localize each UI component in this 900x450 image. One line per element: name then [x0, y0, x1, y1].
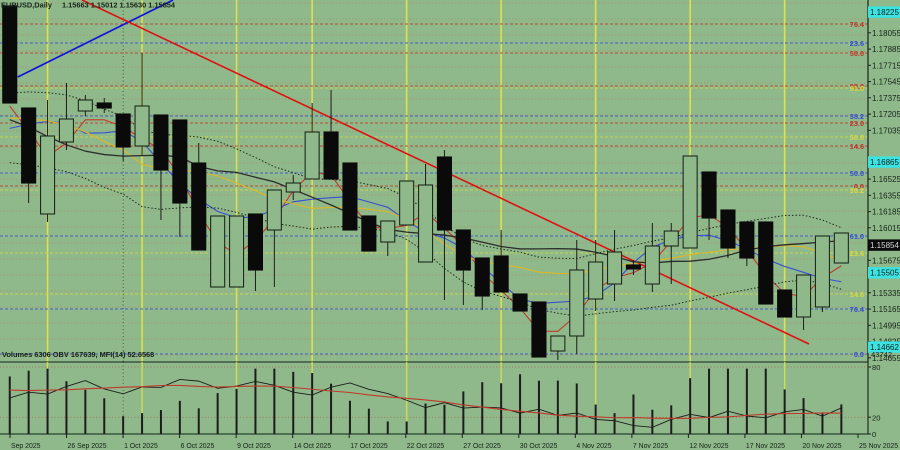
svg-text:50.0: 50.0: [850, 133, 864, 142]
svg-text:Sep 2025: Sep 2025: [11, 443, 41, 450]
svg-text:6 Oct 2025: 6 Oct 2025: [181, 443, 215, 450]
svg-text:17 Nov 2025: 17 Nov 2025: [746, 443, 785, 450]
svg-text:1.17885: 1.17885: [872, 45, 900, 54]
svg-text:27 Oct 2025: 27 Oct 2025: [463, 443, 501, 450]
svg-text:1.15854: 1.15854: [870, 241, 899, 250]
svg-text:1.14995: 1.14995: [872, 321, 900, 330]
svg-text:20 Nov 2025: 20 Nov 2025: [802, 443, 841, 450]
svg-text:14.6: 14.6: [850, 290, 864, 299]
svg-text:23.6: 23.6: [850, 39, 864, 48]
svg-text:1.18055: 1.18055: [872, 29, 900, 38]
svg-text:50.0: 50.0: [850, 49, 864, 58]
svg-text:1.16185: 1.16185: [872, 208, 900, 217]
svg-text:0: 0: [872, 430, 876, 439]
svg-text:1.17545: 1.17545: [872, 78, 900, 87]
svg-text:1.16525: 1.16525: [872, 175, 900, 184]
svg-text:43742: 43742: [871, 350, 892, 359]
svg-text:23.6: 23.6: [850, 249, 864, 258]
svg-text:7 Nov 2025: 7 Nov 2025: [633, 443, 668, 450]
svg-text:1.15505: 1.15505: [870, 269, 899, 278]
svg-text:1.17205: 1.17205: [872, 110, 900, 119]
svg-text:50.0: 50.0: [850, 169, 864, 178]
svg-text:1.15663 1.15012 1.15630 1.1585: 1.15663 1.15012 1.15630 1.15854: [62, 1, 176, 10]
svg-text:80: 80: [872, 363, 880, 372]
svg-text:76.4: 76.4: [850, 305, 865, 314]
svg-text:30 Oct 2025: 30 Oct 2025: [520, 443, 558, 450]
svg-text:4 Nov 2025: 4 Nov 2025: [576, 443, 611, 450]
svg-text:1.15335: 1.15335: [872, 289, 900, 298]
svg-text:1 Oct 2025: 1 Oct 2025: [124, 443, 158, 450]
svg-text:23.0: 23.0: [850, 119, 864, 128]
svg-text:26 Sep 2025: 26 Sep 2025: [68, 443, 107, 450]
svg-text:38.2: 38.2: [850, 186, 864, 195]
svg-text:1.16355: 1.16355: [872, 191, 900, 200]
svg-text:22 Oct 2025: 22 Oct 2025: [407, 443, 445, 450]
svg-text:17 Oct 2025: 17 Oct 2025: [350, 443, 388, 450]
svg-text:1.18225: 1.18225: [870, 8, 899, 17]
svg-text:20: 20: [872, 413, 880, 422]
svg-text:91.0: 91.0: [850, 84, 864, 93]
svg-text:0.0: 0.0: [854, 350, 864, 359]
svg-text:Volumes 6306 OBV 167639, MFI: Volumes 6306 OBV 167639, MFI(14) 52.6568: [2, 350, 154, 359]
svg-text:1.17035: 1.17035: [872, 126, 900, 135]
svg-text:14.6: 14.6: [850, 142, 864, 151]
svg-text:EURUSD,Daily: EURUSD,Daily: [1, 1, 53, 10]
svg-text:12 Nov 2025: 12 Nov 2025: [689, 443, 728, 450]
svg-text:14 Oct 2025: 14 Oct 2025: [294, 443, 332, 450]
svg-text:1.15675: 1.15675: [872, 256, 900, 265]
svg-text:1.16865: 1.16865: [870, 158, 899, 167]
svg-text:76.4: 76.4: [850, 20, 865, 29]
svg-text:9 Oct 2025: 9 Oct 2025: [237, 443, 271, 450]
svg-text:1.17375: 1.17375: [872, 94, 900, 103]
svg-text:25 Nov 2025: 25 Nov 2025: [859, 443, 898, 450]
svg-text:1.15165: 1.15165: [872, 305, 900, 314]
svg-text:1.16015: 1.16015: [872, 224, 900, 233]
svg-text:1.17715: 1.17715: [872, 61, 900, 70]
svg-text:61.0: 61.0: [850, 232, 864, 241]
